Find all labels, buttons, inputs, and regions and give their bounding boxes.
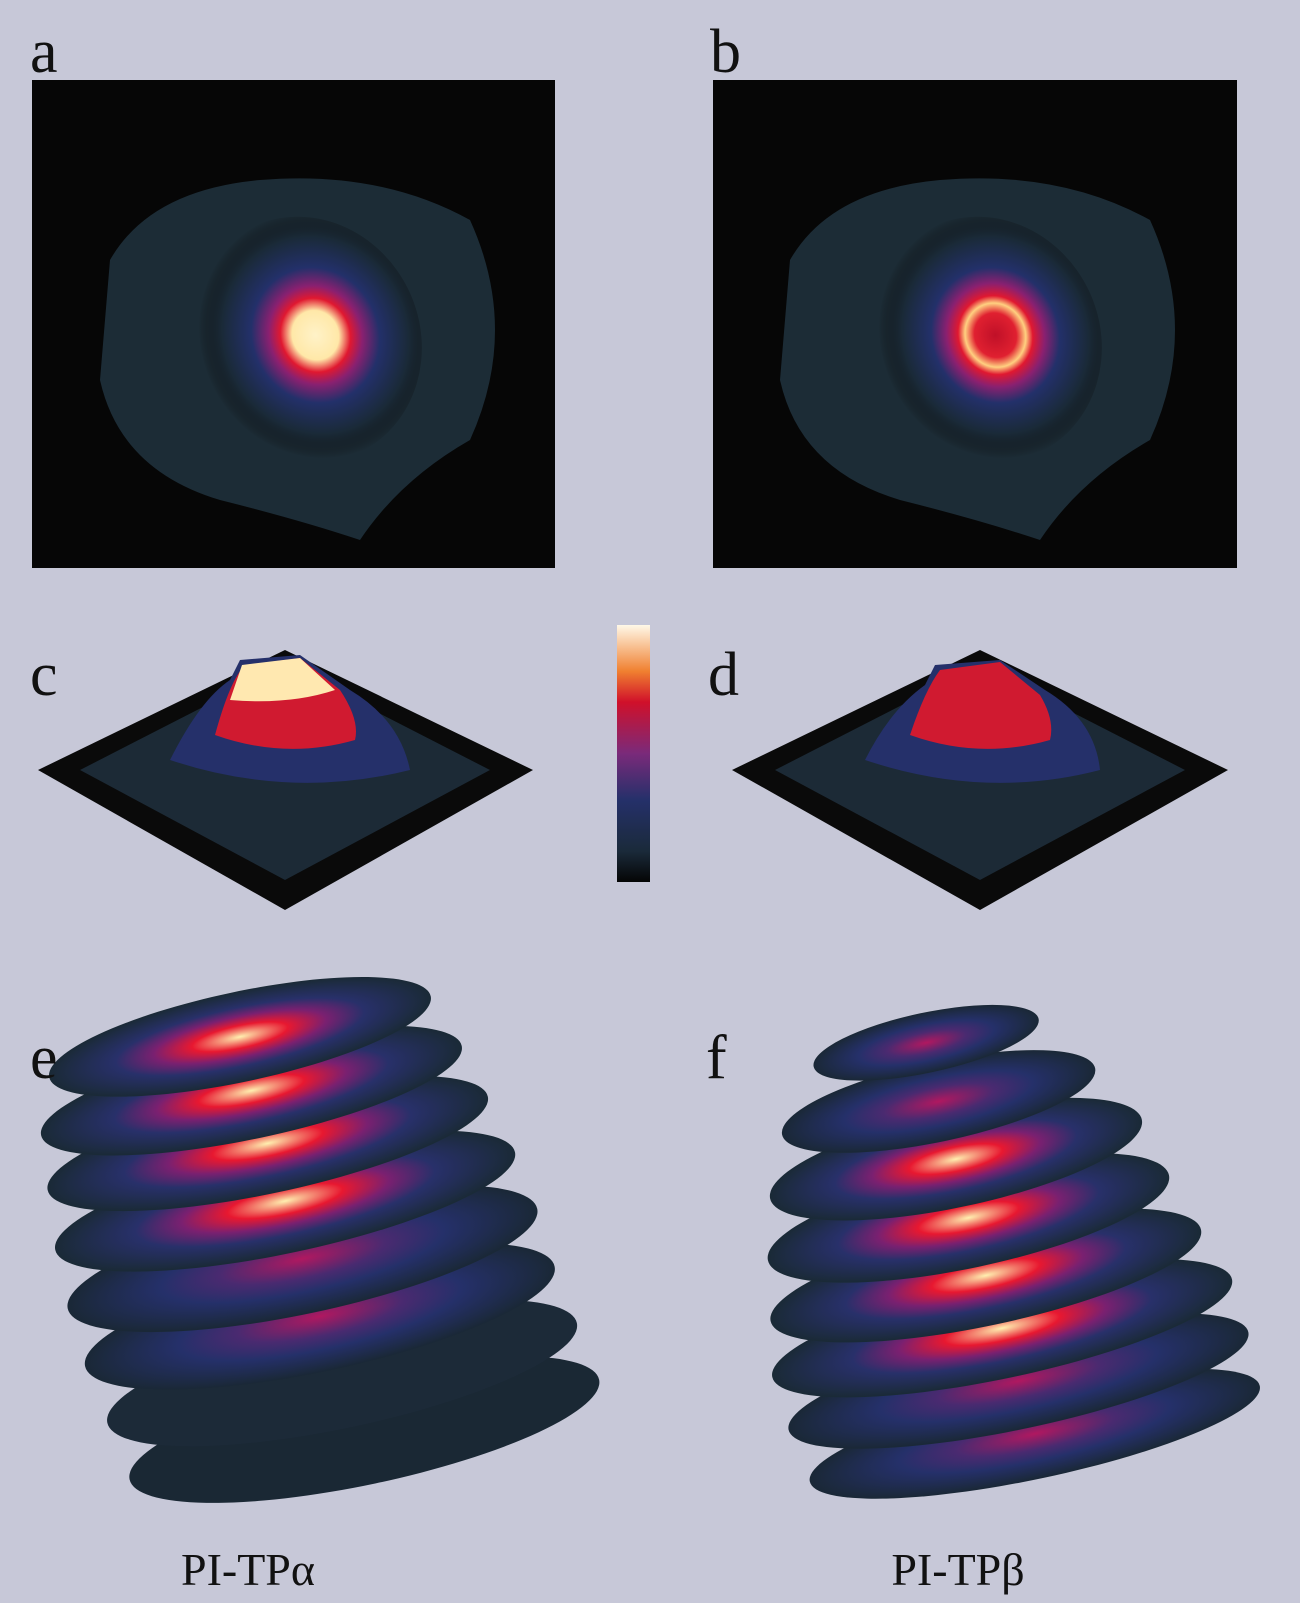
surface-peak bbox=[230, 658, 335, 702]
cell-b bbox=[868, 216, 1102, 464]
cell-a bbox=[188, 216, 422, 464]
slice bbox=[107, 1299, 578, 1447]
slice bbox=[129, 1356, 600, 1503]
panel-label: d bbox=[708, 641, 739, 709]
slice bbox=[813, 1004, 1039, 1081]
slice bbox=[781, 1050, 1096, 1153]
slice bbox=[772, 1259, 1233, 1398]
slice bbox=[767, 1152, 1170, 1283]
panel-label: c bbox=[30, 641, 58, 709]
caption: PI-TPβ bbox=[891, 1544, 1024, 1595]
panel-label: a bbox=[30, 18, 58, 86]
panel-label: f bbox=[706, 1024, 727, 1092]
slice bbox=[54, 1130, 516, 1272]
slice bbox=[40, 1025, 462, 1156]
panel-label: e bbox=[30, 1024, 58, 1092]
slice-stack-f bbox=[767, 1004, 1260, 1499]
slice bbox=[788, 1313, 1249, 1449]
slice bbox=[47, 1075, 489, 1212]
slice bbox=[770, 1208, 1202, 1343]
slice bbox=[84, 1242, 555, 1390]
slice bbox=[769, 1097, 1143, 1221]
colorbar bbox=[617, 625, 650, 882]
slice bbox=[49, 976, 431, 1097]
surface-peak bbox=[910, 662, 1052, 749]
caption: PI-TPα bbox=[181, 1544, 315, 1595]
slice bbox=[809, 1368, 1260, 1499]
slice bbox=[67, 1185, 538, 1333]
panel-label: b bbox=[710, 18, 741, 86]
slice-stack-e bbox=[40, 976, 600, 1503]
